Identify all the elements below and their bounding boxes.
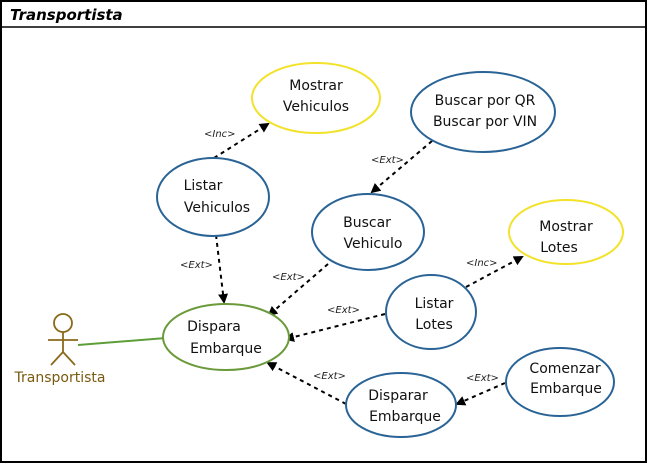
use-case-buscar-vehiculo[interactable]: Buscar Vehiculo bbox=[311, 193, 425, 271]
ext-arrow-listar-vehiculos-to-dispara bbox=[215, 234, 229, 304]
use-case-dispara-embarque[interactable]: Dispara Embarque bbox=[162, 303, 290, 371]
actor-label: Transportista bbox=[14, 370, 106, 386]
relation-label-ext-disparar: <Ext> bbox=[313, 371, 346, 382]
use-case-dispara-embarque-line1: Dispara bbox=[187, 319, 241, 335]
use-case-listar-vehiculos[interactable]: Listar Vehiculos bbox=[156, 157, 270, 237]
inc-arrow-listar-to-mostrar-vehiculos bbox=[213, 122, 270, 159]
use-case-listar-vehiculos-line1: Listar bbox=[184, 178, 223, 194]
use-case-buscar-qr-line: Buscar por QR bbox=[435, 93, 536, 109]
use-case-listar-lotes[interactable]: Listar Lotes bbox=[385, 274, 477, 350]
use-case-disparar-embarque-line2: Embarque bbox=[369, 409, 441, 425]
ext-arrow-buscar-vehiculo-to-dispara bbox=[267, 263, 329, 317]
use-case-mostrar-lotes[interactable]: Mostrar Lotes bbox=[508, 199, 624, 265]
use-case-mostrar-lotes-line1: Mostrar bbox=[539, 219, 593, 235]
relation-label-ext-buscar-qr: <Ext> bbox=[371, 155, 404, 166]
ext-arrow-comenzar-to-disparar bbox=[455, 382, 506, 406]
ext-arrow-listar-lotes-to-dispara bbox=[284, 313, 386, 342]
relation-label-ext-comenzar: <Ext> bbox=[466, 373, 499, 384]
use-case-comenzar-embarque[interactable]: Comenzar Embarque bbox=[505, 347, 615, 417]
use-case-listar-lotes-line1: Listar bbox=[415, 296, 454, 312]
use-case-buscar-qr-vin[interactable]: Buscar por QR Buscar por VIN bbox=[410, 71, 556, 153]
use-case-mostrar-vehiculos[interactable]: Mostrar Vehiculos bbox=[251, 62, 381, 134]
relation-label-ext-listar-vehiculos: <Ext> bbox=[180, 260, 213, 271]
use-case-mostrar-lotes-line2: Lotes bbox=[540, 240, 578, 256]
use-case-buscar-vehiculo-line2: Vehiculo bbox=[344, 236, 403, 252]
diagram-title: Transportista bbox=[10, 6, 123, 24]
relation-label-ext-buscar-vehiculo: <Ext> bbox=[272, 272, 305, 283]
use-case-buscar-vehiculo-line1: Buscar bbox=[343, 215, 391, 231]
use-case-disparar-embarque[interactable]: Disparar Embarque bbox=[345, 372, 457, 438]
relation-label-inc-listar-mostrar-vehiculos: <Inc> bbox=[204, 129, 236, 140]
stick-figure-icon bbox=[48, 313, 78, 366]
relation-label-inc-listar-lotes: <Inc> bbox=[466, 258, 498, 269]
use-case-comenzar-embarque-line1: Comenzar bbox=[529, 361, 600, 377]
relation-label-ext-listar-lotes: <Ext> bbox=[327, 305, 360, 316]
use-case-mostrar-vehiculos-line2: Vehiculos bbox=[283, 99, 349, 115]
use-case-mostrar-vehiculos-line1: Mostrar bbox=[289, 78, 343, 94]
use-case-comenzar-embarque-line2: Embarque bbox=[530, 381, 602, 397]
ext-arrow-disparar-to-dispara bbox=[266, 362, 347, 405]
actor-association-line bbox=[77, 337, 167, 346]
use-case-listar-lotes-line2: Lotes bbox=[415, 317, 453, 333]
use-case-buscar-vin-line: Buscar por VIN bbox=[433, 114, 537, 130]
ext-arrow-buscar-qr-to-buscar-vehiculo bbox=[370, 140, 433, 194]
actor-transportista[interactable]: Transportista bbox=[14, 313, 106, 386]
use-case-dispara-embarque-line2: Embarque bbox=[190, 341, 262, 357]
use-case-disparar-embarque-line1: Disparar bbox=[368, 388, 428, 404]
use-case-listar-vehiculos-line2: Vehiculos bbox=[184, 200, 250, 216]
inc-arrow-listar-lotes-to-mostrar-lotes bbox=[465, 256, 524, 288]
